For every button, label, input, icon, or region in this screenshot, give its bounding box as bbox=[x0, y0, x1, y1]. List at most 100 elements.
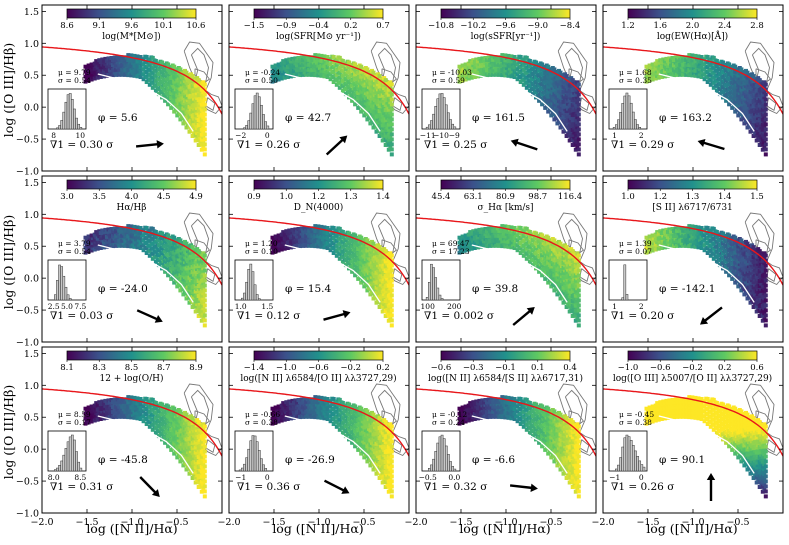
hexbin-cell bbox=[203, 293, 207, 297]
hexbin-cell bbox=[166, 62, 170, 66]
hexbin-cell bbox=[764, 83, 768, 87]
histogram-bar bbox=[435, 278, 437, 300]
hexbin-cell bbox=[178, 238, 182, 242]
hexbin-cell bbox=[390, 323, 394, 327]
hexbin-cell bbox=[764, 323, 768, 327]
histogram-bar bbox=[69, 298, 71, 300]
hexbin-cell bbox=[577, 132, 581, 136]
histogram-bar bbox=[71, 99, 73, 129]
hexbin-cell bbox=[577, 308, 581, 312]
histogram-bar bbox=[433, 268, 435, 300]
hexbin-cell bbox=[203, 269, 207, 273]
hexbin-cell bbox=[390, 98, 394, 102]
hexbin-cell bbox=[203, 274, 207, 278]
hexbin-cell bbox=[353, 233, 357, 237]
phi-label: φ = 15.4 bbox=[285, 283, 332, 295]
histogram-bar bbox=[56, 280, 58, 300]
colorbar-tick-label: −10.8 bbox=[428, 21, 454, 31]
hexbin-cell bbox=[185, 242, 189, 246]
histogram-bar bbox=[73, 109, 75, 129]
hexbin-cell bbox=[191, 245, 195, 249]
histogram-bar bbox=[56, 128, 58, 129]
histogram-bar bbox=[622, 103, 624, 129]
histogram-bar bbox=[254, 96, 256, 129]
colorbar-tick-label: 45.4 bbox=[432, 192, 451, 202]
histogram-sigma: σ = 0.59 bbox=[432, 76, 465, 85]
colorbar-tick-label: 116.4 bbox=[558, 192, 582, 202]
hexbin-cell bbox=[203, 264, 207, 268]
hexbin-cell bbox=[577, 279, 581, 283]
histogram-bar bbox=[254, 285, 256, 300]
hexbin-cell bbox=[577, 117, 581, 121]
hexbin-cell bbox=[577, 298, 581, 302]
hexbin-cell bbox=[764, 264, 768, 268]
y-axis-label-row-3: log ([O III]/Hβ) bbox=[1, 385, 16, 479]
colorbar-tick-label: 0.9 bbox=[247, 192, 261, 202]
colorbar-tick-label: −8.4 bbox=[560, 21, 581, 31]
gradient-label: ∇1 = 0.002 σ bbox=[424, 310, 494, 322]
histogram-sigma: σ = 0.35 bbox=[619, 76, 652, 85]
y-axis-label-row-2: log ([O III]/Hβ) bbox=[1, 215, 16, 309]
histogram-sigma: σ = 0.07 bbox=[619, 247, 652, 256]
hexbin-cell bbox=[390, 269, 394, 273]
histogram-bar bbox=[54, 295, 56, 300]
hexbin-cell bbox=[390, 279, 394, 283]
y-tick-label: 0.5 bbox=[24, 242, 39, 253]
histogram-bar bbox=[428, 282, 430, 300]
hexbin-cell bbox=[577, 313, 581, 317]
histogram-bar bbox=[241, 298, 243, 300]
hexbin-cell bbox=[764, 152, 768, 156]
y-tick-label: 0.0 bbox=[24, 103, 39, 114]
hexbin-cell bbox=[203, 142, 207, 146]
colorbar-tick-label: 10.1 bbox=[154, 21, 173, 31]
inset-histogram-frame bbox=[609, 260, 647, 300]
hexbin-cell bbox=[764, 274, 768, 278]
histogram-bar bbox=[61, 267, 63, 300]
histogram-bar bbox=[443, 98, 445, 129]
hexbin-cell bbox=[390, 303, 394, 307]
hexbin-cell bbox=[577, 122, 581, 126]
hexbin-cell bbox=[727, 233, 731, 237]
hexbin-cell bbox=[197, 78, 201, 82]
colorbar-tick-label: 9.1 bbox=[92, 21, 106, 31]
colorbar-tick-label: 63.1 bbox=[464, 192, 483, 202]
phi-label: φ = -24.0 bbox=[98, 283, 148, 295]
histogram-bar bbox=[639, 127, 641, 129]
histogram-bar bbox=[447, 113, 449, 129]
colorbar-tick-label: −9.0 bbox=[527, 21, 548, 31]
histogram-bar bbox=[59, 125, 61, 129]
hexbin-cell bbox=[203, 108, 207, 112]
histogram-sigma: σ = 0.54 bbox=[58, 247, 91, 256]
hexbin-cell bbox=[185, 71, 189, 75]
colorbar bbox=[628, 180, 757, 189]
histogram-bar bbox=[67, 95, 69, 129]
hexbin-cell bbox=[764, 298, 768, 302]
histogram-sigma: σ = 0.10 bbox=[245, 247, 278, 256]
hexbin-cell bbox=[565, 74, 569, 78]
colorbar-tick-label: 0.2 bbox=[344, 21, 358, 31]
hexbin-cell bbox=[577, 147, 581, 151]
hexbin-cell bbox=[390, 142, 394, 146]
histogram-bar bbox=[246, 125, 248, 129]
colorbar-title: log(M*[M⊙]) bbox=[102, 31, 161, 42]
hexbin-cell bbox=[746, 242, 750, 246]
hexbin-cell bbox=[203, 152, 207, 156]
hexbin-cell bbox=[203, 284, 207, 288]
hexbin-cell bbox=[203, 303, 207, 307]
hexbin-cell bbox=[764, 313, 768, 317]
hexbin-cell bbox=[390, 308, 394, 312]
hexbin-cell bbox=[764, 308, 768, 312]
colorbar-tick-label: −10.2 bbox=[460, 21, 486, 31]
colorbar-tick-label: −1.5 bbox=[244, 21, 265, 31]
colorbar-tick-label: −9.6 bbox=[495, 21, 516, 31]
hexbin-cell bbox=[178, 67, 182, 71]
hexbin-cell bbox=[577, 103, 581, 107]
colorbar bbox=[441, 9, 570, 18]
hexbin-cell bbox=[203, 98, 207, 102]
hexbin-cell bbox=[390, 293, 394, 297]
colorbar bbox=[628, 9, 757, 18]
gradient-arrow-shaft bbox=[702, 142, 724, 149]
histogram-bar bbox=[258, 299, 260, 300]
hexbin-cell bbox=[577, 142, 581, 146]
